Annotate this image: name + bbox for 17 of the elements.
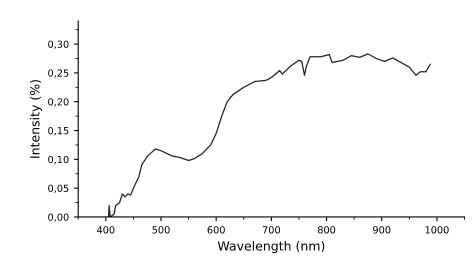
y-tick-label: 0,30 — [48, 40, 69, 49]
x-axis-title: Wavelength (nm) — [218, 240, 324, 254]
x-tick-label: 700 — [262, 226, 280, 234]
x-tick-label: 600 — [208, 226, 225, 234]
y-tick-label: 0,05 — [48, 184, 68, 193]
y-tick-label: 0,00 — [48, 213, 69, 222]
x-tick-label: 900 — [373, 226, 390, 234]
y-tick-label: 0,20 — [48, 98, 69, 107]
y-tick-label: 0,25 — [48, 69, 68, 78]
y-axis-title: Intensity (%) — [30, 80, 42, 158]
x-tick-label: 800 — [318, 226, 336, 234]
line-series — [108, 53, 431, 217]
x-tick-label: 400 — [97, 226, 114, 234]
x-tick-label: 500 — [152, 226, 170, 234]
y-tick-label: 0,15 — [48, 127, 68, 136]
y-tick-label: 0,10 — [48, 156, 69, 164]
x-tick-label: 1000 — [426, 226, 449, 234]
